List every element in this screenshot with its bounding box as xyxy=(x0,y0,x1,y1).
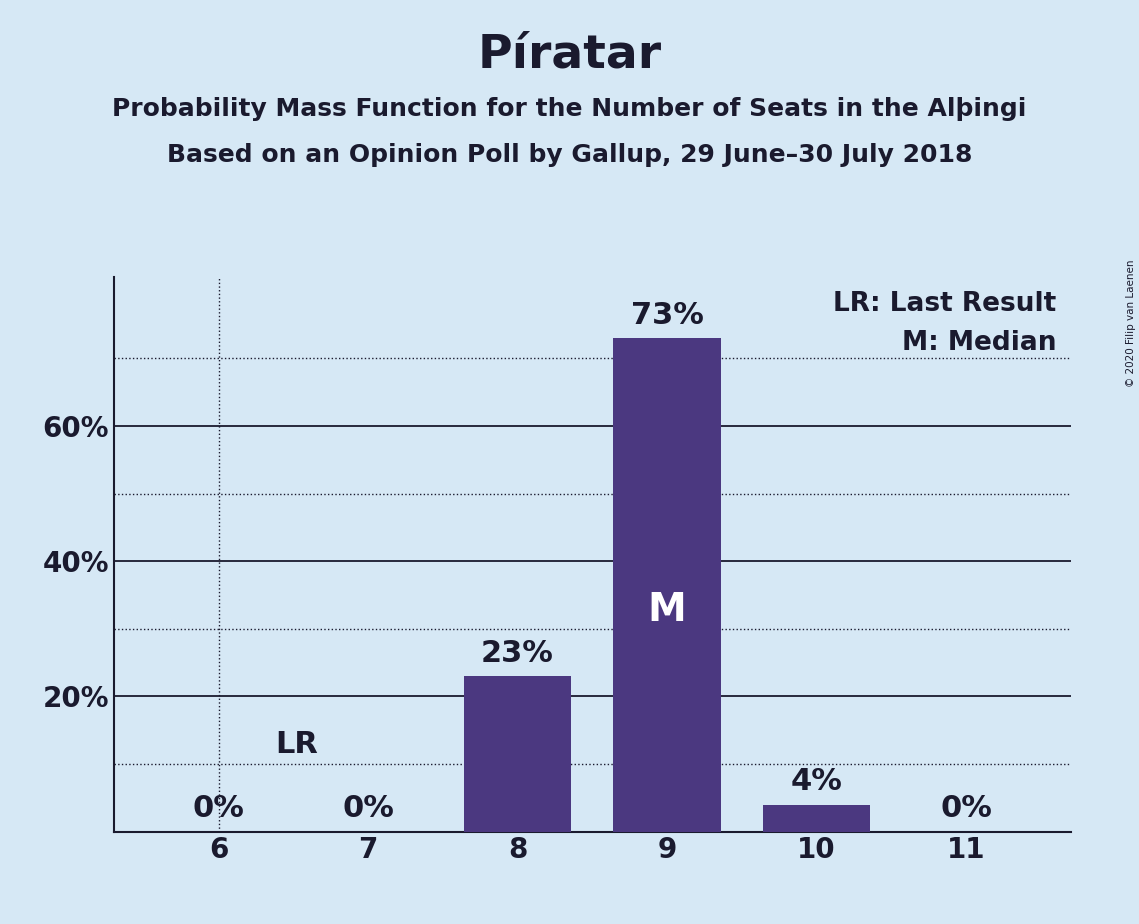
Text: 0%: 0% xyxy=(342,795,394,823)
Text: 0%: 0% xyxy=(940,795,992,823)
Bar xyxy=(763,805,870,832)
Text: LR: LR xyxy=(276,730,318,759)
Text: 0%: 0% xyxy=(192,795,245,823)
Text: M: Median: M: Median xyxy=(902,330,1056,356)
Text: 73%: 73% xyxy=(631,301,704,330)
Bar xyxy=(613,338,721,832)
Text: © 2020 Filip van Laenen: © 2020 Filip van Laenen xyxy=(1126,260,1136,387)
Text: 23%: 23% xyxy=(481,639,554,668)
Text: LR: Last Result: LR: Last Result xyxy=(833,291,1056,317)
Bar xyxy=(464,676,572,832)
Text: M: M xyxy=(648,590,687,628)
Text: Probability Mass Function for the Number of Seats in the Alþingi: Probability Mass Function for the Number… xyxy=(113,97,1026,121)
Text: Píratar: Píratar xyxy=(477,32,662,78)
Text: Based on an Opinion Poll by Gallup, 29 June–30 July 2018: Based on an Opinion Poll by Gallup, 29 J… xyxy=(166,143,973,167)
Text: 4%: 4% xyxy=(790,768,843,796)
